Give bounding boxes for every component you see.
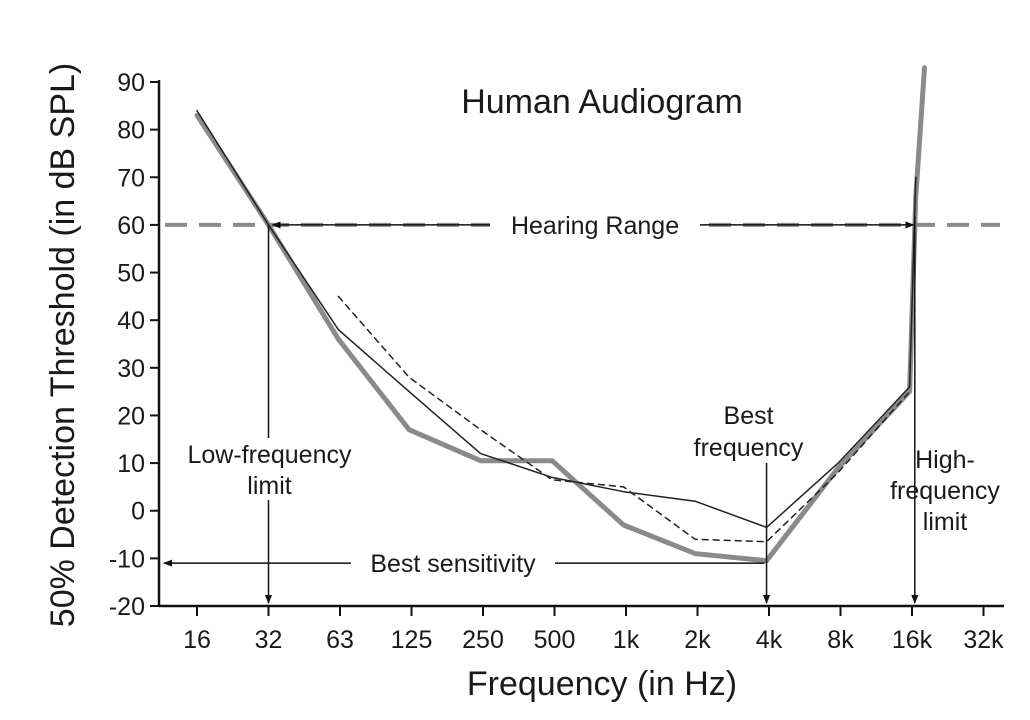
- low-frequency-limit-label-line-2: limit: [247, 472, 291, 500]
- x-tick-label: 125: [391, 626, 433, 654]
- hearing-range-label-background: [490, 209, 701, 240]
- x-tick-label: 250: [462, 626, 504, 654]
- y-tick-label: 0: [131, 498, 145, 526]
- y-tick-label: 80: [117, 117, 145, 145]
- series-line-thin-dashed: [337, 295, 911, 543]
- y-tick-label: 50: [117, 260, 145, 288]
- best-frequency-label-line-2: frequency: [694, 434, 804, 462]
- hearing-range-label: Hearing Range: [511, 212, 679, 240]
- y-tick-label: -20: [109, 593, 145, 621]
- low-frequency-limit-label-line-1: Low-frequency: [188, 441, 352, 469]
- high-frequency-limit-label-line-1: High-: [915, 446, 975, 474]
- series-line-thick-gray: [194, 65, 927, 564]
- x-tick-label: 4k: [756, 626, 783, 654]
- best-sensitivity-label-background: [351, 548, 555, 579]
- y-tick-label: 30: [117, 355, 145, 383]
- y-tick-label: 70: [117, 164, 145, 192]
- best-sensitivity-label: Best sensitivity: [370, 550, 536, 578]
- x-tick-label: 1k: [613, 626, 640, 654]
- y-tick-label: -10: [109, 545, 145, 573]
- high-frequency-limit-label-line-3: limit: [923, 508, 967, 536]
- x-tick-label: 32k: [963, 626, 1004, 654]
- low-frequency-limit-label-background: [168, 438, 369, 500]
- x-tick-label: 2k: [684, 626, 711, 654]
- x-tick-label: 16k: [892, 626, 933, 654]
- x-tick-label: 16: [183, 626, 211, 654]
- y-tick-label: 60: [117, 212, 145, 240]
- best-frequency-label-line-1: Best: [724, 402, 774, 430]
- series-line-thin-solid: [196, 109, 917, 529]
- high-frequency-limit-label-line-2: frequency: [890, 477, 1000, 505]
- y-tick-label: 10: [117, 450, 145, 478]
- x-axis-label: Frequency (in Hz): [467, 665, 737, 703]
- x-tick-label: 500: [534, 626, 576, 654]
- x-tick-label: 32: [255, 626, 283, 654]
- x-tick-label: 8k: [827, 626, 854, 654]
- x-tick-label: 63: [326, 626, 354, 654]
- y-tick-label: 20: [117, 402, 145, 430]
- chart-title: Human Audiogram: [461, 83, 743, 121]
- y-tick-label: 90: [117, 69, 145, 97]
- y-tick-label: 40: [117, 307, 145, 335]
- y-axis-label: 50% Detection Threshold (in dB SPL): [44, 63, 82, 627]
